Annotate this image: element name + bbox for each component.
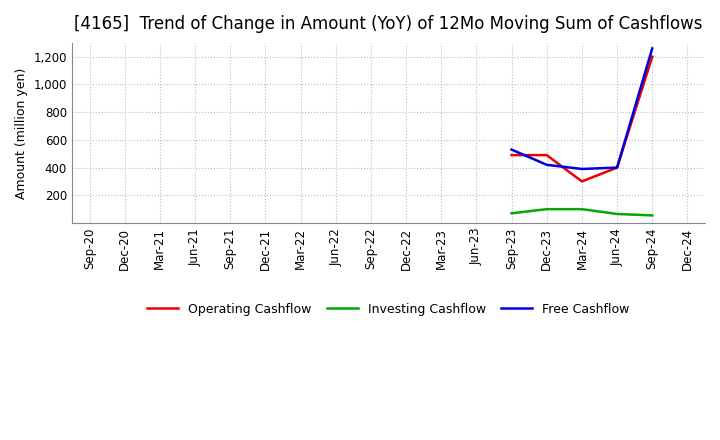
Title: [4165]  Trend of Change in Amount (YoY) of 12Mo Moving Sum of Cashflows: [4165] Trend of Change in Amount (YoY) o… (74, 15, 703, 33)
Operating Cashflow (507, 153, 516, 158)
Line: Operating Cashflow: Operating Cashflow (511, 57, 652, 181)
Free Cashflow (648, 46, 657, 51)
Investing Cashflow (507, 211, 516, 216)
Investing Cashflow (613, 211, 621, 216)
Free Cashflow (577, 166, 586, 172)
Y-axis label: Amount (million yen): Amount (million yen) (15, 67, 28, 198)
Operating Cashflow (613, 165, 621, 170)
Investing Cashflow (542, 206, 551, 212)
Legend: Operating Cashflow, Investing Cashflow, Free Cashflow: Operating Cashflow, Investing Cashflow, … (142, 298, 635, 321)
Line: Investing Cashflow: Investing Cashflow (511, 209, 652, 216)
Line: Free Cashflow: Free Cashflow (511, 48, 652, 169)
Investing Cashflow (648, 213, 657, 218)
Operating Cashflow (577, 179, 586, 184)
Free Cashflow (507, 147, 516, 152)
Free Cashflow (542, 162, 551, 168)
Operating Cashflow (648, 54, 657, 59)
Free Cashflow (613, 165, 621, 170)
Investing Cashflow (577, 206, 586, 212)
Operating Cashflow (542, 153, 551, 158)
